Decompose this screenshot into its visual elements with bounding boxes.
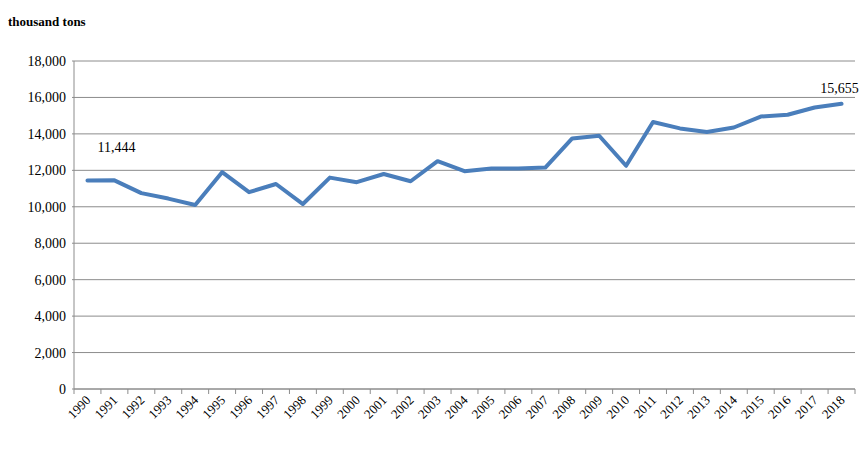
y-tick-label: 18,000 xyxy=(28,54,67,69)
x-tick xyxy=(289,389,290,394)
grid-line xyxy=(72,133,855,134)
x-tick xyxy=(74,389,75,394)
x-tick-label: 2017 xyxy=(792,392,821,421)
x-tick-label: 2011 xyxy=(630,393,659,422)
x-tick xyxy=(612,389,613,394)
y-tick-label: 8,000 xyxy=(35,236,67,251)
x-tick xyxy=(774,389,775,394)
x-tick xyxy=(316,389,317,394)
x-tick xyxy=(828,389,829,394)
x-tick-label: 1995 xyxy=(199,393,228,422)
x-tick-label: 2016 xyxy=(765,392,794,421)
y-tick-label: 16,000 xyxy=(28,90,67,105)
x-tick xyxy=(451,389,452,394)
x-tick xyxy=(424,389,425,394)
x-tick-label: 1993 xyxy=(145,393,174,422)
grid-line xyxy=(72,243,855,244)
y-tick-label: 6,000 xyxy=(35,273,67,288)
x-tick-label: 2010 xyxy=(603,393,632,422)
x-tick-label: 2002 xyxy=(388,393,417,422)
x-tick-label: 1997 xyxy=(253,392,282,421)
x-tick-label: 2015 xyxy=(738,393,767,422)
x-tick-label: 2008 xyxy=(549,393,578,422)
x-tick xyxy=(343,389,344,394)
data-line xyxy=(87,104,841,205)
x-tick-label: 2001 xyxy=(361,393,390,422)
chart: thousand tons 0 2,000 4,000 6,000 8,000 10,000… xyxy=(0,0,864,450)
x-tick-label: 2013 xyxy=(684,393,713,422)
x-tick xyxy=(801,389,802,394)
grid-line xyxy=(72,389,855,390)
y-tick-label: 10,000 xyxy=(28,200,67,215)
x-tick xyxy=(720,389,721,394)
x-tick-label: 1999 xyxy=(307,393,336,422)
x-tick xyxy=(100,389,101,394)
x-tick xyxy=(531,389,532,394)
x-tick xyxy=(585,389,586,394)
x-tick xyxy=(397,389,398,394)
x-tick xyxy=(370,389,371,394)
x-tick xyxy=(181,389,182,394)
x-tick-label: 2012 xyxy=(657,393,686,422)
x-tick xyxy=(127,389,128,394)
x-tick-label: 2000 xyxy=(334,393,363,422)
x-tick-label: 2018 xyxy=(819,393,848,422)
grid-line xyxy=(72,206,855,207)
grid-line xyxy=(72,61,855,62)
x-tick-label: 1991 xyxy=(92,393,121,422)
y-tick-label: 2,000 xyxy=(35,346,67,361)
annotation: 15,655 xyxy=(820,81,859,96)
x-tick-label: 2007 xyxy=(522,392,551,421)
x-tick xyxy=(693,389,694,394)
x-tick-label: 1996 xyxy=(226,392,255,421)
x-tick-label: 1994 xyxy=(172,392,201,421)
x-tick xyxy=(747,389,748,394)
x-tick-label: 1998 xyxy=(280,393,309,422)
grid-line xyxy=(72,279,855,280)
y-tick-label: 14,000 xyxy=(28,127,67,142)
x-tick xyxy=(235,389,236,394)
x-tick-label: 2006 xyxy=(495,392,524,421)
y-tick-label: 12,000 xyxy=(28,163,67,178)
x-tick xyxy=(262,389,263,394)
y-tick-label: 4,000 xyxy=(35,309,67,324)
x-tick xyxy=(666,389,667,394)
grid-line xyxy=(72,352,855,353)
x-tick-label: 2009 xyxy=(576,393,605,422)
x-tick xyxy=(558,389,559,394)
y-tick-label: 0 xyxy=(59,382,66,397)
x-tick xyxy=(477,389,478,394)
x-tick-label: 2003 xyxy=(415,393,444,422)
x-tick-label: 1992 xyxy=(118,393,147,422)
x-tick xyxy=(208,389,209,394)
y-axis-line xyxy=(74,61,75,389)
x-tick-label: 2005 xyxy=(469,393,498,422)
x-tick xyxy=(154,389,155,394)
x-tick xyxy=(855,389,856,394)
x-tick xyxy=(639,389,640,394)
x-tick-label: 2004 xyxy=(442,392,471,421)
annotation: 11,444 xyxy=(97,140,135,155)
x-axis-line xyxy=(74,389,855,390)
grid-line xyxy=(72,97,855,98)
x-tick-label: 1990 xyxy=(65,393,94,422)
grid-line xyxy=(72,316,855,317)
x-tick xyxy=(504,389,505,394)
y-axis-label: thousand tons xyxy=(8,14,86,29)
plot-area xyxy=(87,104,841,205)
x-tick-label: 2014 xyxy=(711,392,740,421)
grid xyxy=(72,61,855,389)
